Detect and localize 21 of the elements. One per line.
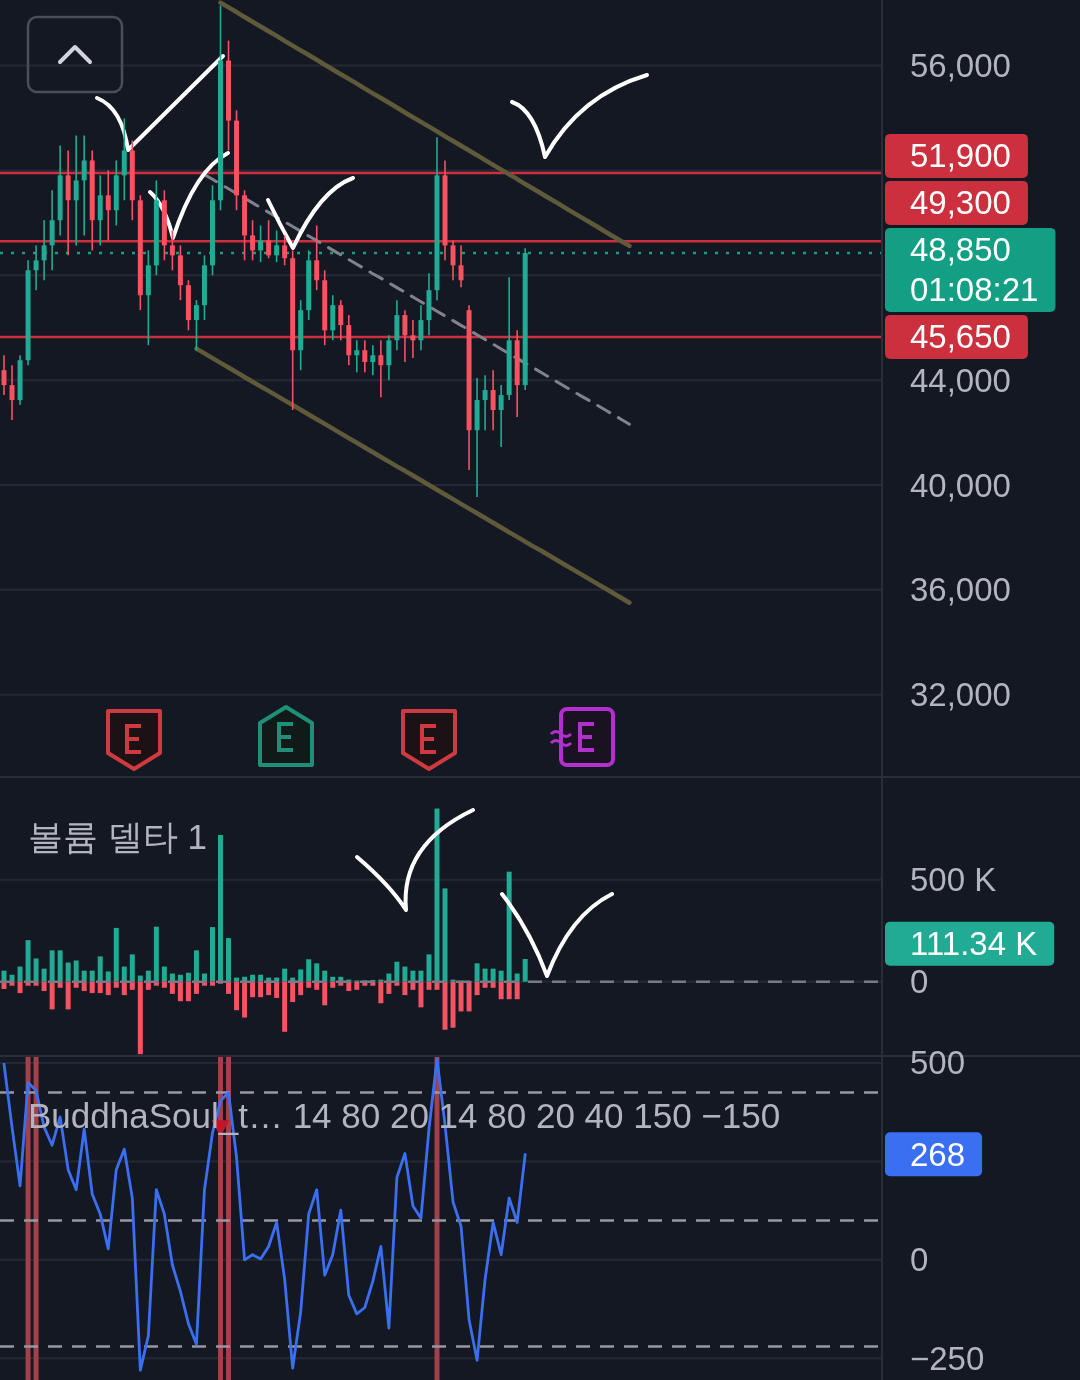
ref-line-label: 51,900 [910, 137, 1011, 175]
y-tick-label: 56,000 [910, 47, 1011, 85]
ref-line-label: 49,300 [885, 180, 1028, 225]
y-tick-label: 0 [910, 963, 929, 1001]
last-value-label: 268 [885, 1132, 983, 1177]
ref-line-label: 48,850 01:08:21 [910, 231, 1039, 309]
ref-line-label: 51,900 [885, 133, 1028, 178]
ref-line-label: 45,650 [910, 318, 1011, 356]
y-tick-label: 32,000 [910, 676, 1011, 714]
ref-line-label: 48,850 01:08:21 [885, 227, 1056, 312]
last-value-label: 111.34 K [885, 921, 1055, 966]
y-tick-label: 36,000 [910, 571, 1011, 609]
legend-label: 49,300 [910, 184, 1011, 222]
y-tick-label: 44,000 [910, 361, 1011, 399]
y-tick-label: 0 [910, 1241, 929, 1279]
y-tick-label: −250 [910, 1339, 985, 1377]
y-tick-label: 500 [910, 1044, 966, 1082]
y-tick-label: 40,000 [910, 466, 1011, 504]
ref-line-label: 45,650 [885, 314, 1028, 359]
text: 볼륨 델타 1 [28, 816, 207, 856]
y-tick-label: 500 K [910, 861, 997, 899]
